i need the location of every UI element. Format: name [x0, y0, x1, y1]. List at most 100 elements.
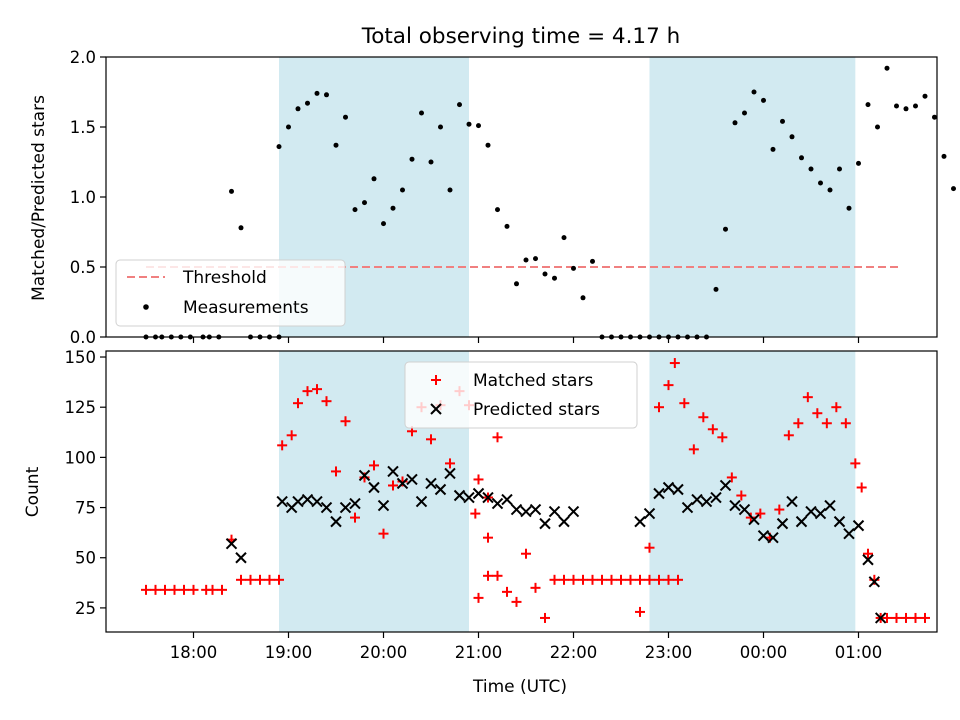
matched-star-marker	[426, 434, 436, 445]
matched-star-marker	[340, 416, 351, 427]
measurement-point	[799, 155, 804, 161]
predicted-star-marker	[539, 517, 551, 530]
predicted-star-marker-b	[852, 519, 865, 532]
predicted-star-marker-b	[700, 495, 713, 508]
predicted-star-marker-b	[548, 505, 561, 518]
matched-star-marker	[302, 386, 313, 397]
measurement-point	[837, 166, 842, 172]
predicted-star-marker-b	[539, 517, 551, 530]
top-y-tick-label: 2.0	[70, 48, 96, 67]
predicted-star-marker	[472, 487, 485, 500]
predicted-star-marker	[301, 493, 314, 506]
measurement-point	[780, 118, 785, 124]
measurement-point	[913, 103, 918, 109]
measurement-point	[903, 106, 909, 112]
matched-star-marker	[850, 458, 861, 469]
measurements-legend-swatch	[143, 304, 149, 310]
predicted-star-marker	[862, 554, 874, 566]
measurement-point	[884, 65, 890, 71]
bottom-axes-frame	[105, 350, 938, 633]
predicted-star-marker	[482, 491, 494, 504]
predicted-star-marker	[776, 517, 789, 530]
predicted-star-marker	[330, 515, 342, 528]
top-panel: 0.0 0.5 1.0 1.5 2.0 Threshold Measurements	[70, 48, 956, 347]
predicted-star-marker-b	[292, 495, 304, 508]
measurement-point	[295, 106, 301, 112]
bottom-x-tick-label: 19:00	[265, 643, 313, 662]
matched-star-marker	[920, 612, 930, 623]
predicted-star-marker-b	[482, 491, 494, 504]
measurement-point	[571, 265, 576, 271]
measurement-point	[333, 142, 339, 148]
matched-star-marker	[217, 584, 227, 595]
predicted-star-marker	[710, 491, 722, 504]
predicted-star-marker	[453, 489, 466, 502]
matched-star-marker	[578, 574, 588, 585]
predicted-star-marker	[276, 495, 288, 508]
predicted-star-marker	[548, 505, 561, 518]
predicted-star-marker-b	[276, 495, 288, 508]
matched-star-marker	[169, 584, 180, 595]
matched-star-marker	[492, 432, 503, 443]
predicted-star-marker-b	[444, 467, 456, 480]
matched-star-marker	[445, 458, 455, 469]
bottom-y-axis-label: Count	[23, 466, 43, 517]
predicted-star-marker	[520, 505, 532, 518]
measurement-point	[238, 225, 244, 231]
predicted-star-marker-b	[862, 554, 874, 566]
predicted-star-marker	[681, 501, 694, 514]
measurement-point	[951, 186, 956, 192]
matched-star-marker	[736, 490, 747, 501]
matched-star-marker	[901, 612, 911, 623]
predicted-star-marker-b	[681, 501, 694, 514]
predicted-star-marker-b	[415, 495, 428, 508]
matched-star-marker	[350, 512, 360, 523]
matched-star-marker	[207, 584, 218, 595]
matched-star-marker	[663, 380, 674, 391]
matched-star-marker	[293, 398, 303, 409]
matched-star-marker	[549, 574, 560, 585]
predicted-star-marker	[235, 552, 247, 564]
top-observing-span	[649, 57, 856, 337]
predicted-star-marker-b	[235, 552, 247, 564]
matched-star-marker	[644, 574, 655, 585]
matched-star-marker	[679, 398, 690, 409]
bottom-x-tick-label: 00:00	[740, 643, 788, 662]
predicted-star-marker	[833, 515, 846, 528]
matched-star-marker	[707, 424, 718, 435]
predicted-star-marker-b	[868, 576, 881, 588]
top-y-axis-label: Matched/Predicted stars	[29, 95, 49, 301]
predicted-star-marker	[358, 469, 371, 482]
predicted-star-marker-b	[719, 479, 732, 492]
matched-star-marker	[245, 574, 256, 585]
predicted-star-marker	[719, 479, 732, 492]
predicted-star-marker-b	[491, 497, 504, 510]
predicted-star-marker-b	[786, 495, 798, 508]
matched-star-marker	[150, 584, 161, 595]
predicted-star-marker-b	[748, 513, 760, 526]
matched-star-marker	[331, 466, 341, 477]
predicted-star-marker-b	[738, 503, 751, 516]
predicted-star-marker-b	[634, 515, 646, 528]
measurement-point	[229, 188, 234, 194]
matched-star-marker	[597, 574, 607, 585]
top-y-tick-label: 0.5	[70, 258, 96, 277]
predicted-star-marker-b	[463, 491, 475, 504]
matched-star-marker	[483, 532, 493, 543]
matched-star-marker	[616, 574, 626, 585]
matched-star-marker	[812, 408, 823, 419]
measurement-point	[761, 97, 766, 103]
matched-star-marker	[470, 508, 481, 519]
predicted-star-marker	[567, 505, 580, 518]
predicted-star-marker	[292, 495, 304, 508]
matched-star-marker	[821, 418, 832, 429]
matched-star-marker	[274, 574, 284, 585]
top-y-tick-label: 1.0	[70, 188, 96, 207]
predicted-star-marker-b	[358, 469, 371, 482]
predicted-star-marker	[415, 495, 428, 508]
measurement-point	[314, 90, 320, 96]
matched-star-marker	[321, 396, 332, 407]
matched-star-marker	[910, 612, 921, 623]
predicted-star-marker-b	[691, 493, 703, 506]
predicted-star-marker	[729, 499, 741, 512]
